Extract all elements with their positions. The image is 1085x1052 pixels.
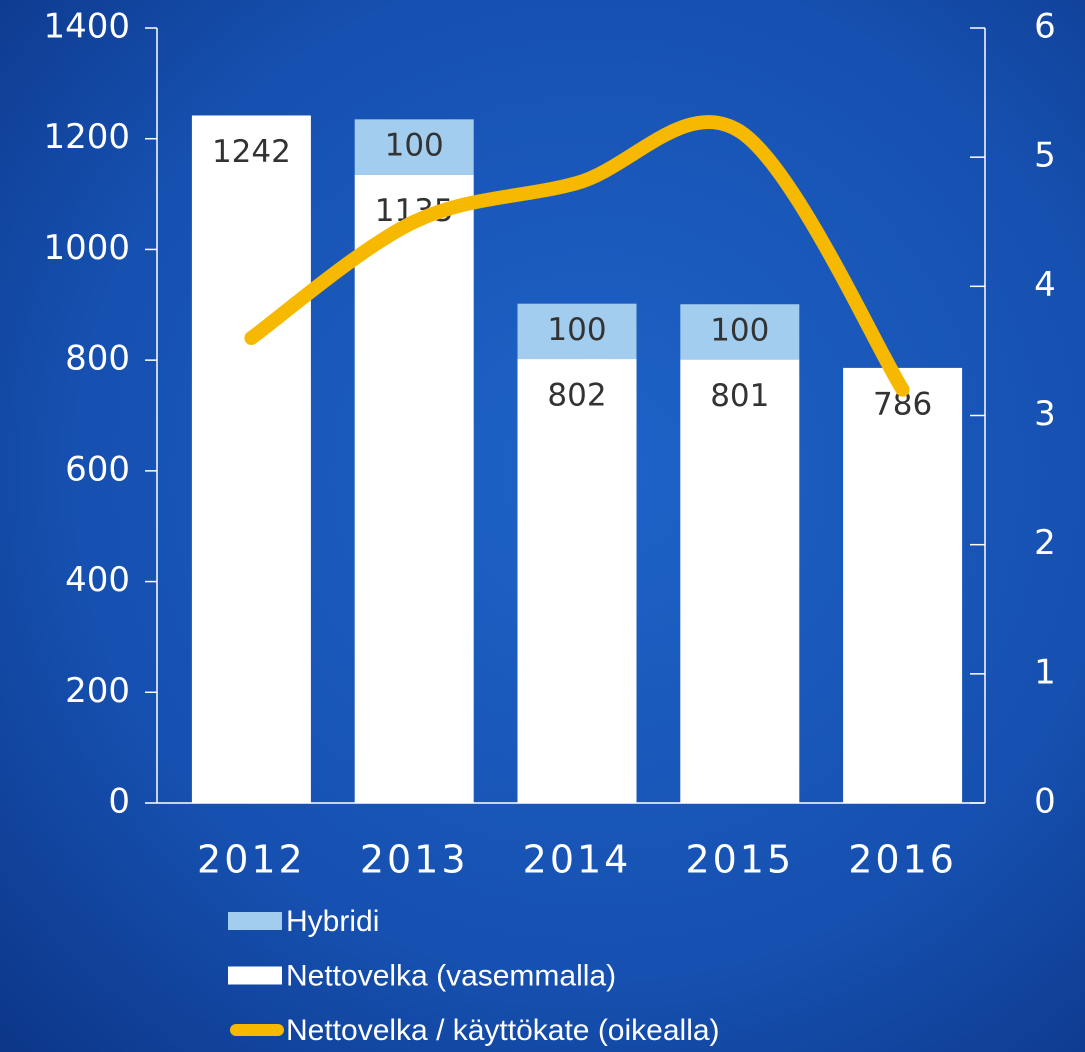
data-label: 100 <box>710 312 769 348</box>
x-tick-label: 2016 <box>848 838 957 882</box>
y2-tick-label: 3 <box>1034 394 1056 434</box>
y-tick-label: 600 <box>65 449 130 489</box>
y-tick-label: 1000 <box>43 228 130 268</box>
legend-label: Nettovelka / käyttökate (oikealla) <box>286 1014 720 1047</box>
x-tick-label: 2012 <box>197 838 306 882</box>
bar-segment <box>354 119 474 175</box>
data-label: 100 <box>385 128 444 164</box>
bar-segment <box>843 367 963 803</box>
x-tick-label: 2013 <box>360 838 469 882</box>
y2-tick-label: 2 <box>1034 523 1056 563</box>
y2-tick-label: 1 <box>1034 652 1056 692</box>
y2-tick-label: 4 <box>1034 265 1056 305</box>
y2-tick-label: 6 <box>1034 7 1056 47</box>
plot-area: 0 200 400 600 800 1000 1200 1400 0 1 2 3 4 5 6 2012 1242… <box>43 7 1055 1047</box>
y-tick-label: 1200 <box>43 117 130 157</box>
y2-tick-label: 0 <box>1034 782 1056 822</box>
data-label: 802 <box>547 378 606 414</box>
y-tick-label: 0 <box>108 782 130 822</box>
data-label: 801 <box>710 378 769 414</box>
bar-segment <box>354 174 474 804</box>
legend-swatch <box>228 966 282 985</box>
bar-segment <box>517 359 637 803</box>
bar-segment <box>680 304 800 360</box>
bar-segment <box>517 303 637 360</box>
y-tick-label: 200 <box>65 671 130 711</box>
data-label: 1242 <box>212 134 291 170</box>
legend-swatch <box>228 912 282 930</box>
line <box>244 115 910 397</box>
legend-label: Nettovelka (vasemmalla) <box>286 959 616 992</box>
bar-segment <box>191 115 311 803</box>
legend-label: Hybridi <box>286 905 379 938</box>
y-tick-label: 400 <box>65 560 130 600</box>
data-label: 100 <box>547 312 606 348</box>
x-tick-label: 2014 <box>523 838 632 882</box>
y2-tick-label: 5 <box>1034 136 1056 176</box>
bar-segment <box>680 359 800 803</box>
x-tick-label: 2015 <box>685 838 794 882</box>
y-tick-label: 1400 <box>43 7 130 47</box>
y-tick-label: 800 <box>65 339 130 379</box>
